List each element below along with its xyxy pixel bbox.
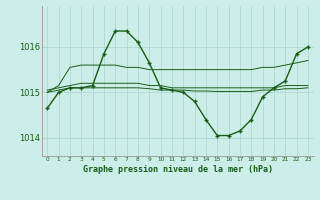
- X-axis label: Graphe pression niveau de la mer (hPa): Graphe pression niveau de la mer (hPa): [83, 165, 273, 174]
